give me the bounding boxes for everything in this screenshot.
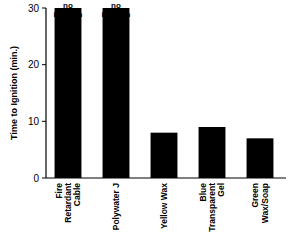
annotation: noignition	[102, 1, 131, 19]
x-tick-label: Yellow Wax	[159, 183, 169, 229]
y-tick	[42, 121, 46, 122]
text-line: Cable	[72, 183, 82, 206]
x-tick-label: Polywater J	[111, 183, 121, 231]
text-line: Yellow Wax	[159, 183, 169, 229]
y-axis	[45, 8, 46, 178]
x-tick-label: BlueTransparentGel	[198, 183, 227, 232]
text-line: Time to Ignition (min.)	[9, 46, 19, 140]
text-line: ignition	[54, 10, 83, 19]
bar	[247, 138, 274, 178]
bar	[151, 133, 178, 178]
y-tick-label: 20	[28, 59, 40, 70]
chart: 0 10 20 30 FireRetardantCable Polywater J Yell…	[0, 0, 293, 241]
text-line: Polywater J	[111, 183, 121, 231]
x-axis	[46, 177, 286, 178]
bars	[55, 8, 274, 178]
y-axis-label: Time to Ignition (min.)	[9, 46, 19, 140]
y-tick-label: 10	[28, 116, 40, 127]
text-line: Gel	[216, 183, 226, 197]
x-tick-label: FireRetardantCable	[54, 183, 83, 223]
bar	[55, 8, 82, 178]
y-tick	[42, 64, 46, 65]
text-line: Wax/Soap	[260, 183, 270, 223]
annotation: noignition	[54, 1, 83, 19]
y-tick-label: 30	[28, 3, 40, 14]
bar	[103, 8, 130, 178]
y-tick-label: 0	[33, 173, 39, 184]
bar	[199, 127, 226, 178]
y-tick	[42, 8, 46, 9]
y-tick	[42, 178, 46, 179]
x-tick-label: GreenWax/Soap	[250, 183, 269, 223]
text-line: ignition	[102, 10, 131, 19]
